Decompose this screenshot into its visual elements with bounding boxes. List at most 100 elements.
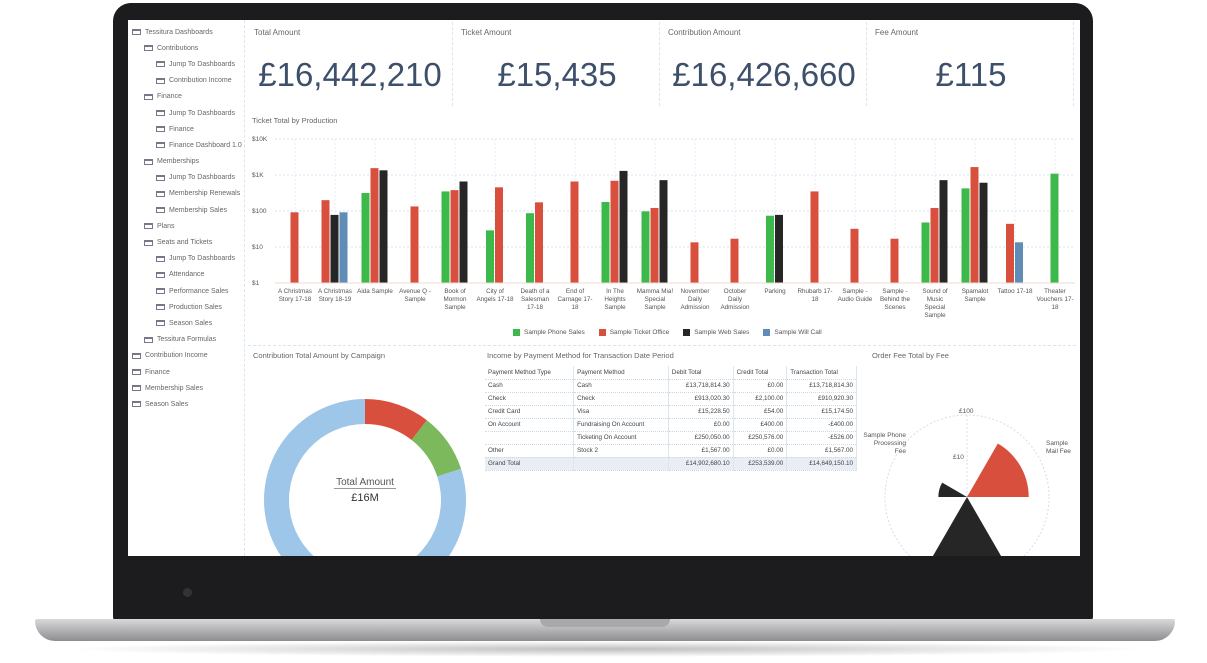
dashboard-folder-icon [132, 385, 141, 392]
bar[interactable] [339, 212, 348, 283]
dashboard-folder-icon [156, 174, 165, 181]
legend-item[interactable]: Sample Phone Sales [513, 328, 585, 337]
x-tick-label: Spamalot Sample [961, 288, 989, 303]
bar[interactable] [526, 213, 534, 283]
dashboard-folder-icon [156, 142, 165, 149]
kpi-value: £115 [935, 56, 1007, 93]
table-cell: Check [485, 392, 575, 406]
sidebar-item[interactable]: Jump To Dashboards [128, 251, 244, 267]
legend-swatch [513, 328, 520, 336]
bar[interactable] [330, 214, 339, 283]
sidebar-item[interactable]: Finance [128, 121, 244, 137]
polar-segment[interactable] [931, 497, 1004, 556]
sidebar-item-label: Finance [169, 125, 194, 133]
bar[interactable] [290, 212, 299, 283]
bar[interactable] [775, 214, 783, 283]
column-header[interactable]: Debit Total [668, 366, 734, 380]
bar[interactable] [441, 191, 450, 283]
bar[interactable] [379, 170, 388, 283]
bar[interactable] [921, 222, 930, 283]
bar[interactable] [690, 242, 699, 283]
polar-segment-label: Sample Mail Fee [1046, 440, 1071, 455]
polar-segment[interactable] [967, 443, 1029, 497]
sidebar-item-label: Membership Sales [169, 206, 227, 214]
sidebar-item[interactable]: Plans [128, 218, 244, 234]
sidebar-item[interactable]: Membership Sales [128, 380, 244, 396]
sidebar-item[interactable]: Membership Renewals [128, 186, 244, 202]
sidebar-item[interactable]: Finance [128, 364, 244, 380]
bar[interactable] [370, 168, 379, 283]
bar[interactable] [1015, 242, 1023, 283]
sidebar-item[interactable]: Tessitura Formulas [128, 332, 244, 348]
y-tick-label: $10K [252, 136, 268, 143]
bar[interactable] [939, 180, 948, 283]
dashboard-folder-icon [144, 223, 153, 230]
legend-item[interactable]: Sample Web Sales [683, 328, 749, 337]
bar[interactable] [410, 206, 419, 283]
donut-segment[interactable] [411, 420, 462, 477]
bar[interactable] [650, 208, 659, 283]
sidebar-item[interactable]: Seats and Tickets [128, 234, 244, 250]
sidebar-item[interactable]: Attendance [128, 267, 244, 283]
bar[interactable] [970, 167, 979, 283]
sidebar-item[interactable]: Season Sales [128, 315, 244, 331]
sidebar-item[interactable]: Jump To Dashboards [128, 105, 244, 121]
sidebar-item[interactable]: Contribution Income [128, 348, 244, 364]
y-tick-label: $1K [252, 172, 264, 179]
x-tick-label: Book of Mormon Sample [443, 288, 467, 311]
bar[interactable] [850, 228, 859, 283]
sidebar-item[interactable]: Tessitura Dashboards [128, 24, 244, 40]
bar[interactable] [1050, 173, 1059, 283]
bar[interactable] [659, 180, 668, 283]
bar[interactable] [535, 202, 543, 283]
bar[interactable] [730, 238, 739, 283]
x-tick-label: Tattoo 17-18 [997, 288, 1033, 295]
sidebar-item[interactable]: Memberships [128, 154, 244, 170]
bar[interactable] [321, 200, 330, 283]
donut-segment[interactable] [264, 399, 466, 556]
bar[interactable] [610, 180, 619, 283]
bar[interactable] [961, 188, 970, 283]
bar[interactable] [641, 211, 650, 283]
bar[interactable] [570, 181, 579, 283]
table-cell: £0.00 [733, 444, 788, 458]
column-header[interactable]: Credit Total [733, 366, 788, 380]
sidebar-item[interactable]: Production Sales [128, 299, 244, 315]
bar[interactable] [930, 208, 939, 283]
bar[interactable] [361, 193, 370, 283]
dashboard-folder-icon [132, 369, 141, 376]
polar-segment[interactable] [938, 482, 967, 497]
legend-item[interactable]: Sample Will Call [763, 328, 822, 337]
bar[interactable] [619, 170, 628, 283]
bar[interactable] [890, 238, 899, 283]
table-cell: £400.00 [733, 418, 788, 432]
bar[interactable] [495, 187, 503, 283]
sidebar-item[interactable]: Finance Dashboard 1.0 [128, 137, 244, 153]
bar[interactable] [450, 190, 459, 283]
column-header[interactable]: Payment Method [573, 366, 669, 380]
bar[interactable] [1006, 223, 1014, 283]
sidebar-item[interactable]: Membership Sales [128, 202, 244, 218]
bar[interactable] [459, 181, 468, 283]
sidebar-item[interactable]: Finance [128, 89, 244, 105]
x-tick-label: Avenue Q - Sample [399, 288, 431, 303]
sidebar-item-label: Jump To Dashboards [169, 174, 236, 182]
sidebar-item[interactable]: Jump To Dashboards [128, 170, 244, 186]
laptop-base [35, 619, 1175, 641]
sidebar-item[interactable]: Performance Sales [128, 283, 244, 299]
bar[interactable] [601, 201, 610, 283]
bar[interactable] [979, 182, 988, 283]
bar[interactable] [486, 230, 494, 283]
bar[interactable] [810, 191, 819, 283]
donut-segment[interactable] [365, 399, 427, 440]
sidebar-item[interactable]: Contributions [128, 40, 244, 56]
sidebar-item[interactable]: Contribution Income [128, 73, 244, 89]
bar[interactable] [766, 215, 774, 283]
table-cell: Credit Card [485, 405, 575, 419]
sidebar-item-label: Membership Sales [145, 384, 203, 392]
legend-item[interactable]: Sample Ticket Office [598, 328, 669, 337]
column-header[interactable]: Payment Method Type [485, 366, 575, 380]
column-header[interactable]: Transaction Total [786, 366, 857, 380]
sidebar-item[interactable]: Season Sales [128, 396, 244, 412]
sidebar-item[interactable]: Jump To Dashboards [128, 56, 244, 72]
